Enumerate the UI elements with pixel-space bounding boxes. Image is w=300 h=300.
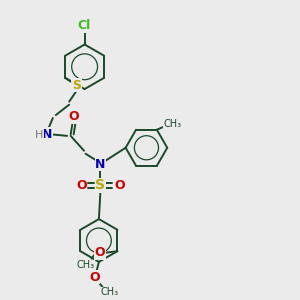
Text: S: S [95, 178, 105, 193]
Text: CH₃: CH₃ [76, 260, 95, 270]
Text: N: N [95, 158, 106, 171]
Text: S: S [72, 79, 81, 92]
Text: O: O [89, 271, 100, 284]
Text: O: O [114, 179, 125, 192]
Text: N: N [42, 128, 53, 141]
Text: O: O [94, 246, 105, 259]
Text: O: O [76, 179, 87, 192]
Text: CH₃: CH₃ [164, 119, 182, 129]
Text: H: H [35, 130, 44, 140]
Text: Cl: Cl [77, 19, 90, 32]
Text: CH₃: CH₃ [100, 287, 118, 297]
Text: O: O [69, 110, 79, 123]
